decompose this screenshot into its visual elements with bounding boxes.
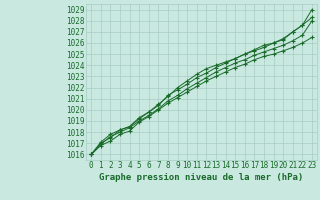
X-axis label: Graphe pression niveau de la mer (hPa): Graphe pression niveau de la mer (hPa) bbox=[100, 173, 304, 182]
